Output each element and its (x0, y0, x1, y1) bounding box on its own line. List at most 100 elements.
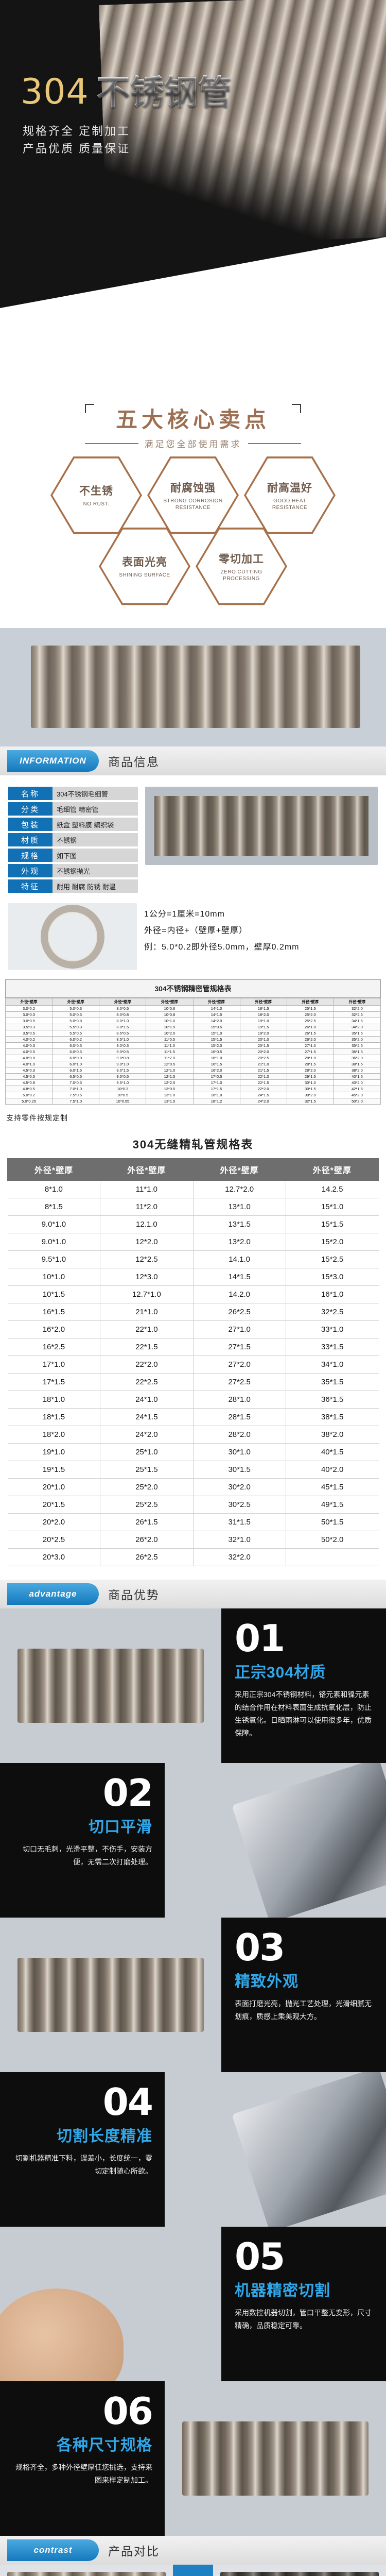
table-row: 4.8*0.5 7.0*1.0 10*0.3 13*0.5 17*1.5 22*2.0 30… (5, 1086, 381, 1093)
spec-column-header: 外径*壁厚 (286, 998, 334, 1006)
table-row: 4.5*0.3 6.0*1.5 9.0*1.5 12*1.0 16*2.0 21*1.5 2… (5, 1067, 381, 1074)
information-section-header: INFORMATION 商品信息 (0, 747, 386, 776)
advantage-heading: 商品优势 (108, 1588, 160, 1602)
spec-cell: 22*2.5 (100, 1373, 193, 1392)
spec-cell: 38*2.0 (285, 1426, 379, 1444)
table-row: 9.0*1.0 12*2.0 13*2.0 15*2.0 (7, 1233, 379, 1251)
advantage-title: 正宗304材质 (235, 1664, 326, 1681)
info-row: 规格 如下图 (8, 849, 138, 862)
spec-cell: 4.5*0.3 (5, 1067, 53, 1074)
spec-cell: 26*2.5 (192, 1303, 286, 1321)
information-tag: INFORMATION (7, 750, 99, 772)
advantage-number: 02 (102, 1771, 153, 1815)
info-value: 304不锈钢毛细管 (52, 787, 138, 801)
spec-cell: 10*1.5 (146, 1024, 194, 1031)
pipes-photo (31, 646, 360, 728)
spec-cell: 12*2.0 (100, 1233, 193, 1251)
spec-cell: 12*2.0 (146, 1079, 194, 1087)
information-photo (145, 787, 378, 866)
selling-points-row-top: 不生锈 NO RUST. 耐腐蚀强 STRONG CORROSION RESIS… (0, 454, 386, 536)
vs-badge: VS (173, 2565, 213, 2576)
table-row: 20*3.0 26*2.5 32*2.0 (7, 1548, 379, 1567)
spec-cell: 27*1.5 (286, 1048, 334, 1056)
table-row: 16*2.0 22*1.0 27*1.0 33*1.0 (7, 1320, 379, 1339)
spec-cell: 22*1.0 (239, 1073, 287, 1080)
selling-point-en: STRONG CORROSION RESISTANCE (163, 498, 223, 511)
advantage-text: 04 切割长度精准 切割机器精准下料，误差小，长度统一，零切定制随心所欲。 (0, 2072, 165, 2227)
advantage-number: 04 (102, 2080, 153, 2124)
advantage-photo (165, 1763, 386, 1918)
advantage-title: 切口平滑 (89, 1818, 152, 1836)
spec-cell: 18*1.0 (192, 1092, 240, 1099)
table-row: 9.5*1.0 12*2.5 14.1.0 15*2.5 (7, 1250, 379, 1269)
spec-cell: 28*1.5 (286, 1061, 334, 1068)
spec-cell: 6.0*1.5 (52, 1067, 100, 1074)
spec-cell: 10*1.0 (146, 1018, 194, 1025)
table-row: 17*1.0 22*2.0 27*2.0 34*1.0 (7, 1355, 379, 1374)
spec-cell: 38*1.5 (333, 1061, 381, 1068)
advantage-text: 06 各种尺寸规格 规格齐全，多种外径壁厚任您挑选，支持来图来样定制加工。 (0, 2381, 165, 2536)
hero-subtitle-1: 规格齐全 定制加工 (23, 125, 131, 138)
spec-cell: 20*2.0 (239, 1048, 287, 1056)
advantage-text: 03 精致外观 表面打磨光亮，抛光工艺处理，光滑细腻无划痕，质感上乘美观大方。 (221, 1918, 386, 2072)
table-row: 8*1.0 11*1.0 12.7*2.0 14.2.5 (7, 1180, 379, 1199)
selling-point-hexagon: 耐高温好 GOOD HEAT RESISTANCE (244, 456, 336, 534)
spec-cell: 25*1.0 (100, 1443, 193, 1462)
spec-cell: 20*1.0 (239, 1036, 287, 1043)
selling-point-hexagon: 零切加工 ZERO CUTTING PROCESSING (196, 527, 287, 605)
table-row: 18*1.5 24*1.5 28*1.5 38*1.5 (7, 1408, 379, 1427)
spec-cell: 12*1.0 (146, 1067, 194, 1074)
spec-cell: 26*2.5 (100, 1548, 193, 1567)
selling-point-en: ZERO CUTTING PROCESSING (220, 569, 262, 582)
spec-cell: 34*2.0 (333, 1024, 381, 1031)
table-row: 5.0*0.25 7.5*1.0 10*0.55 13*1.5 18*1.2 24*2.0… (5, 1098, 381, 1105)
spec-cell: 19*2.0 (239, 1030, 287, 1037)
spec-cell: 16*1.0 (285, 1285, 379, 1304)
advantage-text: 01 正宗304材质 采用正宗304不锈钢材料，铬元素和镍元素的结合作用在材料表面生… (221, 1608, 386, 1763)
advantage-text: 02 切口平滑 切口无毛刺，光滑平整，不伤手，安装方便，无需二次打磨处理。 (0, 1763, 165, 1918)
spec-cell: 25*2.0 (100, 1478, 193, 1497)
spec-cell: 16*1.0 (192, 1055, 240, 1062)
selling-point-cn: 表面光亮 (122, 556, 167, 569)
advantage-photo (165, 2381, 386, 2536)
information-block: 名称 304不锈钢毛细管 分类 毛细管 精密管 包装 纸盒 塑料膜 编织袋 材质… (0, 775, 386, 900)
advantage-item: 06 各种尺寸规格 规格齐全，多种外径壁厚任您挑选，支持来图来样定制加工。 (0, 2381, 386, 2536)
spec-cell: 9.0*0.3 (99, 1042, 147, 1049)
spec-cell: 24*1.0 (100, 1391, 193, 1409)
spec-cell: 33*1.5 (285, 1338, 379, 1357)
spec-cell: 8.0*1.5 (99, 1024, 147, 1031)
rule-left (85, 443, 138, 444)
spec-cell: 50*2.0 (285, 1531, 379, 1549)
spec-cell: 26*2.0 (100, 1531, 193, 1549)
info-row: 包装 纸盒 塑料膜 编织袋 (8, 818, 138, 832)
table-row: 5.0*0.2 7.5*0.5 10*0.5 13*1.0 18*1.0 24*1.5 30… (5, 1092, 381, 1099)
spec-cell: 12.7*1.0 (100, 1285, 193, 1304)
table-row: 4.0*0.3 6.0*0.3 9.0*0.3 11*1.0 15*2.0 20*1.5 2… (5, 1042, 381, 1049)
hero-banner: 304 不锈钢管 规格齐全 定制加工 产品优质 质量保证 (0, 0, 386, 392)
spec-table-2: 外径*壁厚 外径*壁厚 外径*壁厚 外径*壁厚 8*1.0 11*1.0 12.7*2.0… (7, 1158, 379, 1567)
table-row: 9.0*1.0 12.1.0 13*1.5 15*1.5 (7, 1215, 379, 1234)
spec-cell: 10*0.5 (99, 1092, 147, 1099)
spec-table-2-header-row: 外径*壁厚 外径*壁厚 外径*壁厚 外径*壁厚 (7, 1158, 379, 1181)
selling-point-hexagon: 耐腐蚀强 STRONG CORROSION RESISTANCE (147, 456, 239, 534)
advantage-number: 01 (235, 1617, 285, 1660)
spec-cell: 16*2.0 (7, 1320, 100, 1339)
measurement-notes: 1公分=1厘米=10mm 外径=内径+（壁厚+壁厚） 例：5.0*0.2即外径5… (0, 900, 386, 979)
spec-cell: 20*1.5 (239, 1042, 287, 1049)
note-line: 例：5.0*0.2即外径5.0mm，壁厚0.2mm (144, 943, 300, 952)
spec-cell: 31*1.5 (192, 1513, 286, 1532)
spec-cell: 22*2.0 (239, 1086, 287, 1093)
spec-cell: 4.8*0.5 (5, 1086, 53, 1093)
pipe-cross-section-photo (8, 903, 137, 971)
table-row: 3.0*0.5 5.0*0.8 8.0*1.0 10*1.0 14*2.0 19*1.0 2… (5, 1018, 381, 1025)
spec-cell: 9.0*1.0 (7, 1215, 100, 1234)
spec-cell: 28*1.5 (192, 1408, 286, 1427)
spec-cell: 32*1.0 (192, 1531, 286, 1549)
spec-cell: 16*0.5 (192, 1048, 240, 1056)
contrast-bad-photo (213, 2565, 386, 2576)
spec-cell: 28*2.0 (192, 1426, 286, 1444)
selling-point-en: SHINING SURFACE (119, 572, 170, 579)
spec-cell: 6.0*1.0 (52, 1061, 100, 1068)
spec-cell: 15*2.0 (285, 1233, 379, 1251)
